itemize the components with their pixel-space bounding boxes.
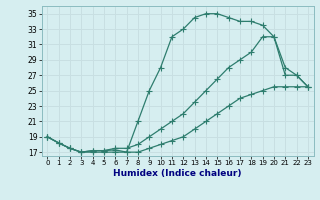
X-axis label: Humidex (Indice chaleur): Humidex (Indice chaleur)	[113, 169, 242, 178]
